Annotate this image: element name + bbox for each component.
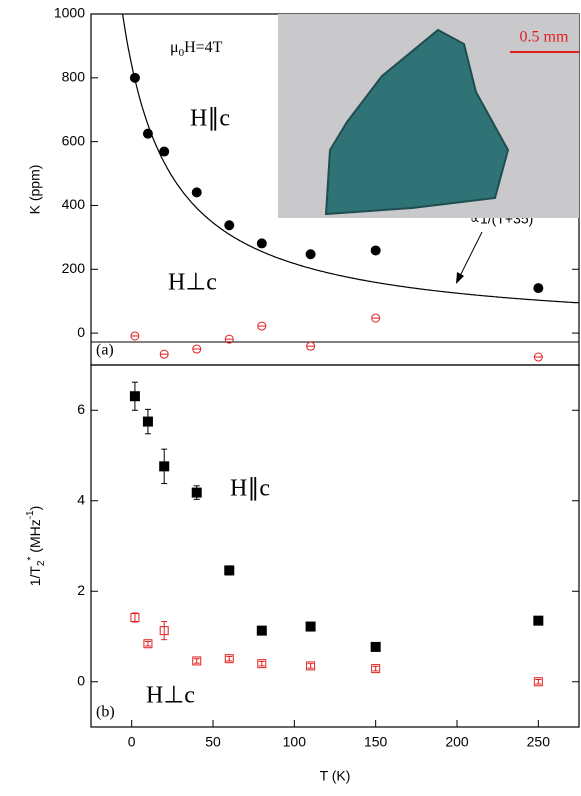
point: [257, 626, 267, 636]
series-label: H⊥c: [168, 270, 217, 296]
y-tick-label: 2: [77, 582, 85, 598]
point: [159, 147, 169, 157]
series-label: H∥c: [190, 106, 230, 132]
y-tick-label: 600: [62, 132, 86, 148]
y-tick-label: 6: [77, 401, 85, 417]
y-tick-label: 200: [62, 260, 86, 276]
y-tick-label: 4: [77, 491, 85, 507]
point: [533, 283, 543, 293]
point: [192, 187, 202, 197]
point: [371, 642, 381, 652]
point: [371, 245, 381, 255]
point: [257, 238, 267, 248]
y-axis-label: 1/T2* (MHz-1): [25, 506, 47, 587]
field-label-part: μ: [170, 39, 179, 56]
scale-bar-label: 0.5 mm: [520, 29, 569, 46]
point: [224, 220, 234, 230]
point: [130, 391, 140, 401]
field-label: μ0H=4T: [170, 39, 223, 59]
series-label: H∥c: [230, 476, 270, 502]
series-label: H⊥c: [146, 683, 195, 709]
fit-arrow: [458, 232, 482, 280]
x-tick-label: 250: [527, 734, 551, 750]
panel: 0 2 4 6 0 50 100 150 200 250 T (K) 1/T2* (MHz-1) (b)…: [25, 365, 579, 784]
field-label-part: H=4T: [184, 39, 223, 56]
x-tick-label: 100: [283, 734, 307, 750]
x-tick-label: 50: [205, 734, 221, 750]
y-tick-label: 1000: [54, 5, 85, 21]
y-axis-label: K (ppm): [27, 165, 43, 215]
point: [159, 461, 169, 471]
y-axis-label-part: ): [27, 506, 43, 511]
y-tick-label: 400: [62, 196, 86, 212]
point: [143, 129, 153, 139]
point: [224, 565, 234, 575]
y-axis-label-part: (MHz: [27, 519, 43, 556]
point: [306, 249, 316, 259]
fit-arrowhead: [456, 272, 464, 284]
y-tick-label: 0: [77, 324, 85, 340]
point: [192, 488, 202, 498]
x-tick-label: 150: [364, 734, 388, 750]
panel-label: (a): [96, 342, 114, 359]
point: [143, 417, 153, 427]
x-tick-label: 0: [128, 734, 136, 750]
x-axis-label: T (K): [320, 768, 351, 784]
point: [306, 622, 316, 632]
point: [533, 616, 543, 626]
figure: 02004006008001000K (ppm)(a)∝1/(T+35)μ0H=…: [0, 0, 581, 796]
y-axis-label-part: 1/T: [27, 566, 43, 587]
x-tick-label: 200: [445, 734, 469, 750]
plot-frame: [91, 365, 579, 727]
y-tick-label: 800: [62, 69, 86, 85]
y-axis-label-part: 2: [36, 560, 47, 566]
panel-label: (b): [96, 704, 115, 721]
point: [130, 73, 140, 83]
y-tick-label: 0: [77, 672, 85, 688]
